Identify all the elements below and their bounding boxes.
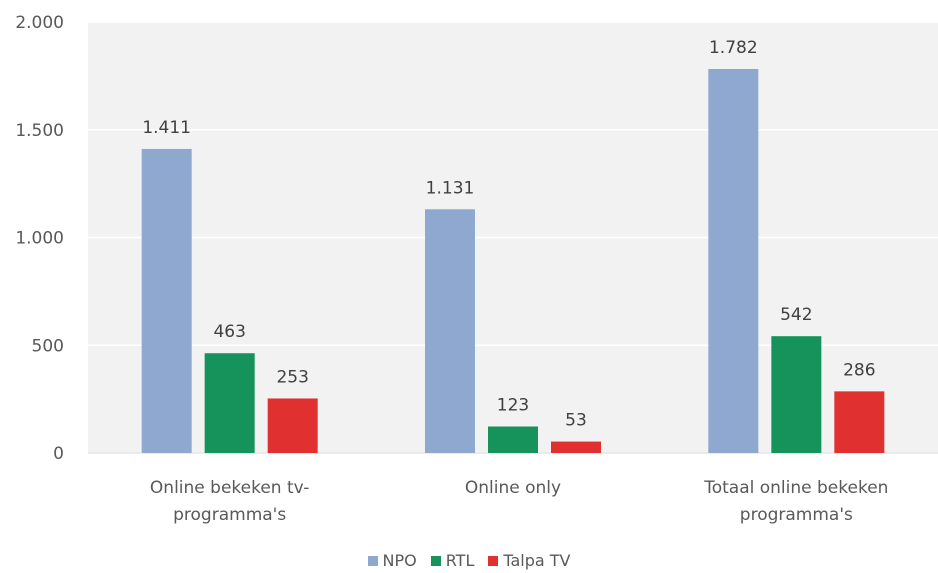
bar-chart: 0 500 1.000 1.500 2.000 1.411 463 253 1.131 123 5… (15, 13, 938, 525)
bar-rtl (488, 426, 538, 453)
data-label: 1.411 (142, 118, 191, 138)
bar-npo (141, 148, 192, 453)
data-label: 286 (843, 360, 875, 380)
x-tick-label: programma's (173, 505, 286, 525)
x-tick-label: Totaal online bekeken (703, 478, 888, 498)
legend: NPO RTL Talpa TV (0, 548, 938, 573)
legend-item: NPO (367, 551, 417, 570)
legend-item: Talpa TV (488, 551, 571, 570)
data-label: 253 (276, 367, 308, 387)
legend-label: NPO (382, 551, 417, 570)
x-tick-label: Online bekeken tv- (150, 478, 309, 498)
bar-rtl (771, 336, 822, 453)
y-axis: 0 500 1.000 1.500 2.000 (15, 13, 938, 464)
legend-label: Talpa TV (503, 551, 571, 570)
bar-talpa-tv (551, 441, 601, 453)
y-tick-label: 1.500 (15, 121, 64, 141)
y-tick-label: 0 (53, 444, 64, 464)
bar-npo (708, 68, 759, 453)
y-tick-label: 2.000 (15, 13, 64, 33)
x-tick-label: Online only (465, 478, 561, 498)
data-label: 123 (497, 395, 529, 415)
x-axis: Online bekeken tv-programma's Online only… (150, 478, 889, 525)
data-label: 463 (213, 322, 245, 342)
bar-rtl (204, 353, 255, 453)
y-tick-label: 500 (32, 336, 64, 356)
legend-swatch (488, 555, 499, 566)
bars (141, 68, 885, 453)
bar-talpa-tv (267, 398, 318, 453)
x-tick-label: programma's (740, 505, 853, 525)
bar-npo (425, 209, 475, 453)
data-labels: 1.411 463 253 1.131 123 53 1.782 542 286 (142, 38, 875, 431)
legend-label: RTL (445, 551, 475, 570)
data-label: 542 (780, 305, 812, 325)
bar-talpa-tv (834, 391, 885, 453)
data-label: 1.782 (709, 38, 758, 58)
y-tick-label: 1.000 (15, 229, 64, 249)
legend-item: RTL (430, 551, 475, 570)
data-label: 1.131 (426, 178, 475, 198)
data-label: 53 (565, 411, 587, 431)
legend-swatch (430, 555, 441, 566)
legend-swatch (367, 555, 378, 566)
